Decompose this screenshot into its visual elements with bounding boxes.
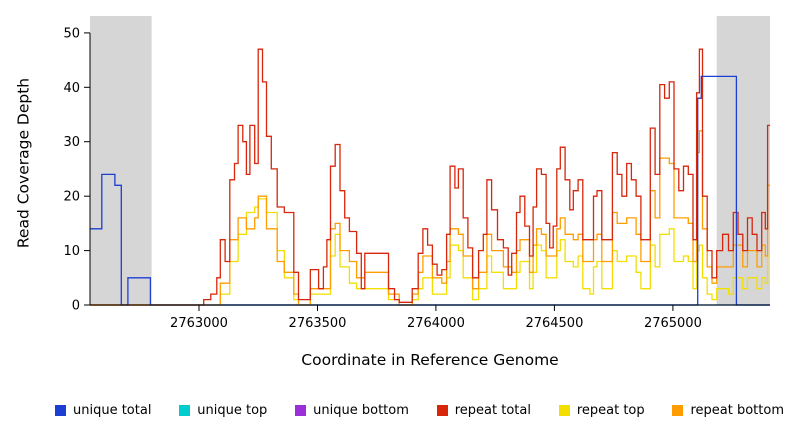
- series-repeat-total: [90, 48, 770, 306]
- legend-item-repeat-top: repeat top: [558, 402, 645, 418]
- y-tick-label: 0: [72, 299, 80, 314]
- x-tick-label: 2764000: [407, 316, 465, 331]
- x-tick-label: 2763000: [170, 316, 228, 331]
- legend-swatch-unique-bottom: [295, 404, 307, 416]
- y-tick-label: 50: [63, 26, 80, 41]
- legend-label-unique-bottom: unique bottom: [313, 402, 409, 418]
- legend-label-unique-top: unique top: [197, 402, 268, 418]
- legend-swatch-repeat-total: [436, 404, 448, 416]
- y-tick-label: 20: [63, 190, 80, 205]
- x-tick-label: 2763500: [289, 316, 347, 331]
- y-tick-label: 30: [63, 135, 80, 150]
- legend-label-repeat-total: repeat total: [454, 402, 531, 418]
- y-tick-label: 10: [63, 244, 80, 259]
- legend: unique total unique top unique bottom repea…: [55, 399, 784, 421]
- x-axis-title: Coordinate in Reference Genome: [301, 351, 559, 369]
- legend-label-unique-total: unique total: [73, 402, 152, 418]
- legend-item-repeat-total: repeat total: [436, 402, 531, 418]
- legend-swatch-unique-total: [55, 404, 66, 416]
- legend-item-unique-top: unique top: [179, 403, 267, 418]
- legend-item-unique-total: unique total: [55, 403, 151, 418]
- series-unique-total: [90, 75, 770, 306]
- legend-swatch-repeat-top: [558, 404, 570, 416]
- series-repeat-top: [90, 198, 770, 306]
- legend-label-repeat-top: repeat top: [576, 402, 645, 418]
- series-repeat-bottom: [90, 130, 770, 306]
- legend-label-repeat-bottom: repeat bottom: [690, 402, 784, 418]
- x-tick-label: 2765000: [644, 316, 702, 331]
- legend-item-unique-bottom: unique bottom: [295, 403, 409, 418]
- legend-swatch-unique-top: [179, 404, 191, 416]
- legend-swatch-repeat-bottom: [672, 404, 684, 416]
- y-axis-title: Read Coverage Depth: [14, 77, 33, 249]
- legend-item-repeat-bottom: repeat bottom: [672, 403, 784, 418]
- y-tick-label: 40: [63, 81, 80, 96]
- x-tick-label: 2764500: [525, 316, 583, 331]
